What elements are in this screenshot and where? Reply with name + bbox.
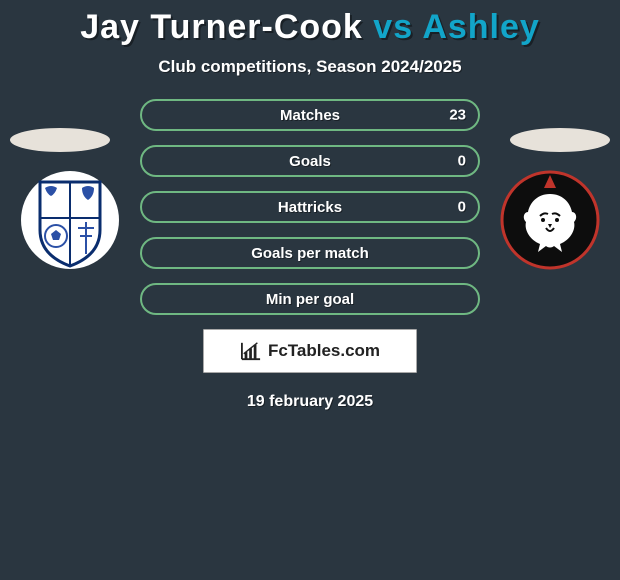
stat-row-matches: Matches 23 — [140, 99, 480, 131]
stat-label: Goals — [289, 153, 331, 170]
stat-label: Hattricks — [278, 199, 342, 216]
stat-right-value: 0 — [458, 199, 466, 216]
stat-label: Goals per match — [251, 245, 369, 262]
stat-label: Min per goal — [266, 291, 354, 308]
comparison-title: Jay Turner-Cook vs Ashley — [0, 0, 620, 47]
stat-row-hattricks: Hattricks 0 — [140, 191, 480, 223]
club-badge-right — [500, 170, 600, 270]
player1-photo — [10, 128, 110, 152]
date-text: 19 february 2025 — [0, 393, 620, 411]
brand-box: FcTables.com — [203, 329, 417, 373]
stat-rows: Matches 23 Goals 0 Hattricks 0 Goals per… — [140, 99, 480, 315]
salford-badge-svg — [500, 170, 600, 270]
tranmere-badge-svg — [20, 170, 120, 270]
brand-text: FcTables.com — [268, 341, 380, 361]
stat-right-value: 0 — [458, 153, 466, 170]
vs-text: vs — [373, 8, 413, 46]
player1-name: Jay Turner-Cook — [80, 8, 363, 46]
stat-row-gpm: Goals per match — [140, 237, 480, 269]
club-badge-left — [20, 170, 120, 270]
player2-photo — [510, 128, 610, 152]
brand-chart-icon — [240, 341, 262, 361]
stat-row-goals: Goals 0 — [140, 145, 480, 177]
player2-name: Ashley — [422, 8, 540, 46]
stat-right-value: 23 — [449, 107, 466, 124]
stat-row-mpg: Min per goal — [140, 283, 480, 315]
stat-label: Matches — [280, 107, 340, 124]
subtitle: Club competitions, Season 2024/2025 — [0, 57, 620, 77]
